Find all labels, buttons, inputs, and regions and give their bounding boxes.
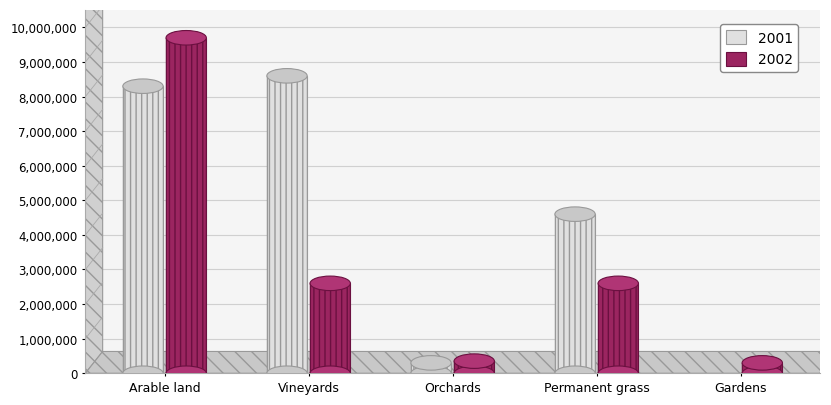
Ellipse shape [598, 276, 638, 291]
Bar [411, 363, 451, 373]
Ellipse shape [123, 80, 163, 94]
Bar [411, 363, 451, 373]
Ellipse shape [267, 69, 307, 84]
Ellipse shape [454, 366, 494, 381]
Ellipse shape [742, 356, 783, 370]
Bar [310, 284, 351, 373]
Bar [267, 77, 307, 373]
Bar [166, 39, 206, 373]
Ellipse shape [742, 366, 783, 381]
Ellipse shape [310, 276, 351, 291]
Bar [742, 363, 783, 373]
Ellipse shape [454, 354, 494, 369]
Bar [598, 284, 638, 373]
Ellipse shape [598, 366, 638, 381]
Ellipse shape [310, 366, 351, 381]
Ellipse shape [411, 356, 451, 370]
Bar [123, 87, 163, 373]
Bar [123, 87, 163, 373]
Bar [454, 361, 494, 373]
Legend: 2001, 2002: 2001, 2002 [720, 25, 799, 73]
Bar [555, 215, 595, 373]
Polygon shape [86, 352, 831, 373]
Bar [454, 361, 494, 373]
Polygon shape [86, 0, 103, 373]
Bar [555, 215, 595, 373]
Ellipse shape [166, 32, 206, 46]
Ellipse shape [267, 366, 307, 381]
Bar [166, 39, 206, 373]
Ellipse shape [555, 366, 595, 381]
Ellipse shape [166, 366, 206, 381]
Bar [267, 77, 307, 373]
Ellipse shape [411, 366, 451, 381]
Ellipse shape [123, 366, 163, 381]
Bar [598, 284, 638, 373]
Ellipse shape [555, 207, 595, 222]
Bar [742, 363, 783, 373]
Bar [310, 284, 351, 373]
